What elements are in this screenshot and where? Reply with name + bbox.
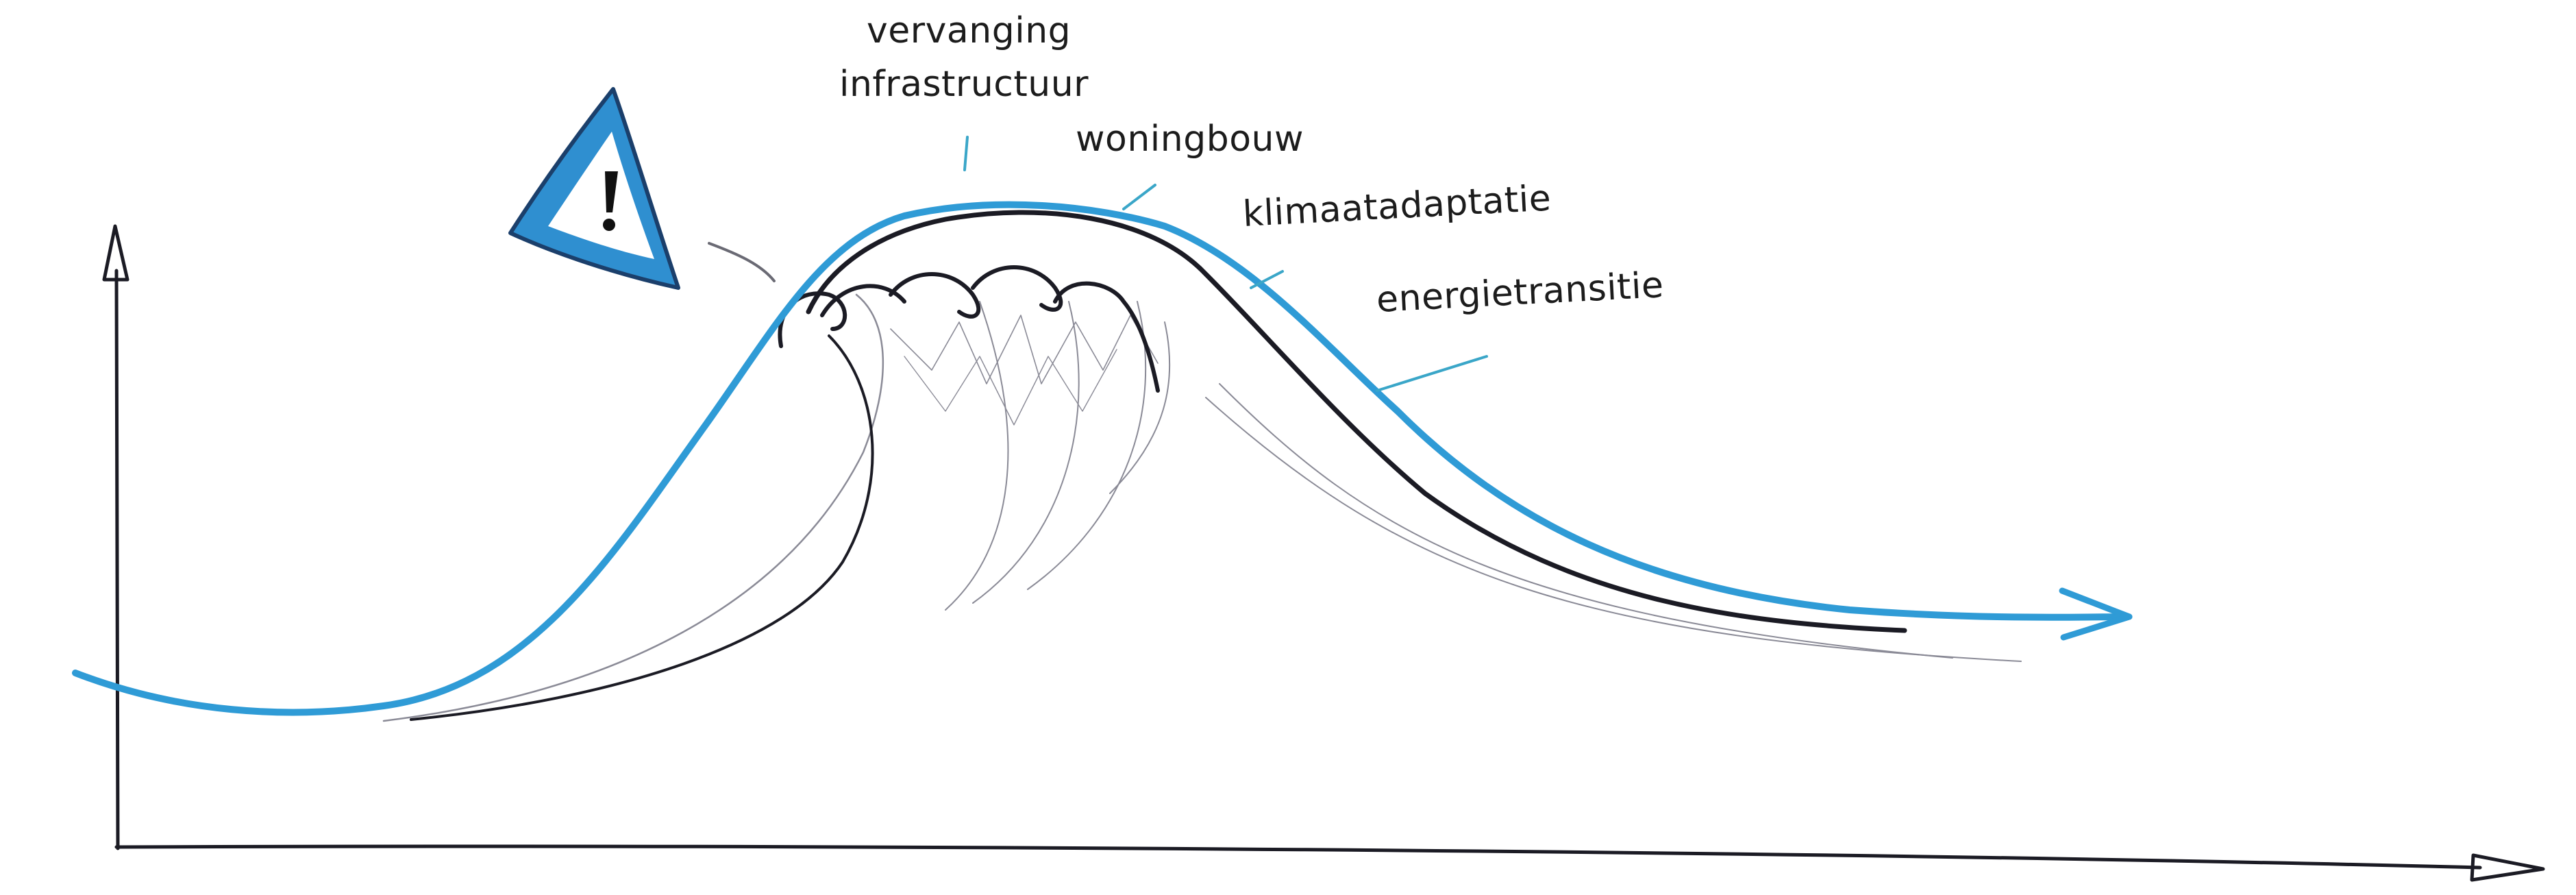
wave-sketch-lines <box>382 293 2022 722</box>
wave-shadow-line-2 <box>945 301 1009 611</box>
warning-triangle-inner <box>548 132 654 259</box>
wave-shadow-line-4 <box>1027 301 1147 590</box>
wave-shadow-line-1 <box>382 293 884 722</box>
warning-exclamation-dot <box>603 219 615 231</box>
label-infrastructuur: infrastructuur <box>839 64 1089 105</box>
tick-energietransitie <box>1376 355 1488 392</box>
wave-curl <box>410 210 1907 721</box>
tick-vervanging <box>963 136 969 171</box>
tick-klimaatadaptatie <box>1250 270 1284 289</box>
y-axis <box>114 269 120 850</box>
label-ticks <box>963 136 1488 392</box>
x-axis-arrowhead <box>2470 853 2545 882</box>
wave-curl-hooks <box>778 265 1160 393</box>
warning-triangle-icon <box>508 87 680 290</box>
wave-shadow-line-7 <box>1205 397 2022 662</box>
x-axis <box>114 844 2482 870</box>
label-vervanging: vervanging <box>867 10 1071 51</box>
wave-shadow-line-3 <box>972 301 1080 604</box>
warning-pointer-line <box>708 242 776 282</box>
y-axis-arrowhead <box>102 224 129 282</box>
label-klimaatadaptatie: klimaatadaptatie <box>1242 177 1552 235</box>
axes <box>102 224 2545 882</box>
wave-hatch <box>890 315 1159 384</box>
label-energietransitie: energietransitie <box>1376 265 1665 321</box>
blue-curve <box>72 201 2133 716</box>
wave-shadow-line-6 <box>1219 383 1953 659</box>
label-woningbouw: woningbouw <box>1076 119 1304 160</box>
blue-curve-line <box>72 201 2127 716</box>
wave-hatch-2 <box>904 349 1117 426</box>
wave-shadow-line-5 <box>1109 321 1171 494</box>
warning-exclamation-bar <box>605 171 618 212</box>
wave-curl-main <box>806 210 1907 633</box>
blue-curve-arrowhead <box>2059 587 2133 641</box>
wave-face-line <box>410 334 874 721</box>
tick-woningbouw <box>1122 184 1156 210</box>
